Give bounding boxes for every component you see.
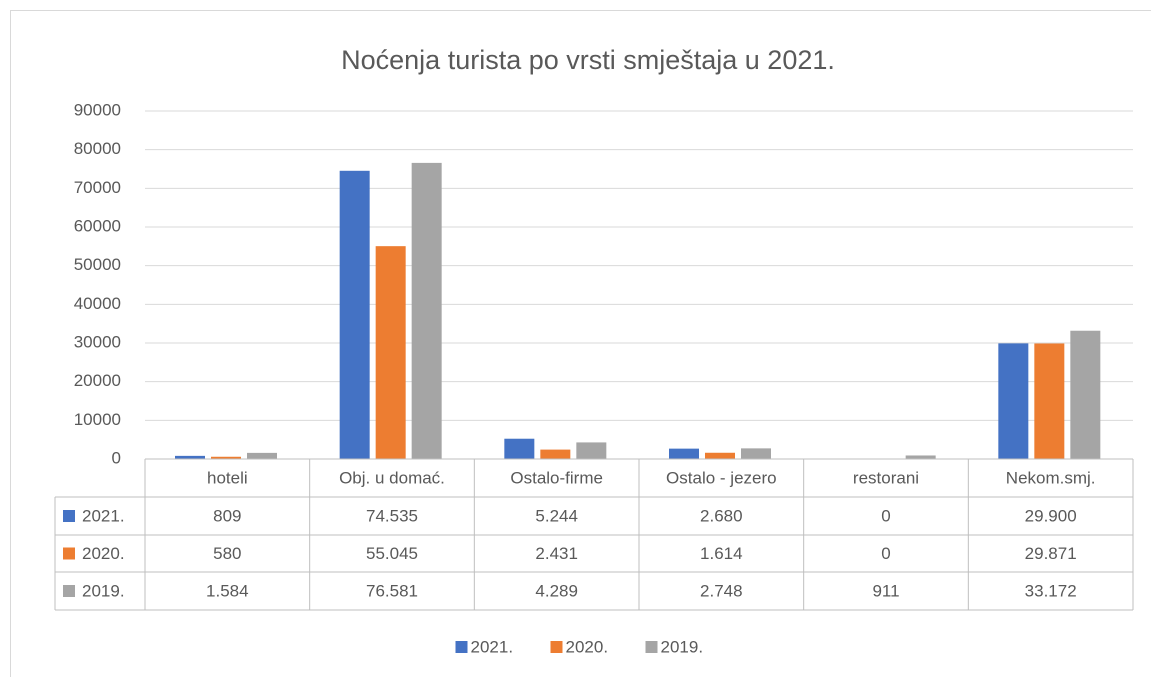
table-value: 29.871 bbox=[1025, 544, 1077, 563]
table-value: 809 bbox=[213, 506, 241, 525]
table-value: 2.748 bbox=[700, 581, 743, 600]
bar bbox=[1034, 343, 1065, 459]
y-tick-label: 0 bbox=[112, 448, 121, 467]
table-value: 0 bbox=[881, 506, 890, 525]
chart-title: Noćenja turista po vrsti smještaja u 202… bbox=[341, 45, 835, 75]
y-tick-label: 60000 bbox=[74, 216, 121, 235]
x-tick-label: hoteli bbox=[207, 468, 248, 487]
x-tick-label: Ostalo-firme bbox=[510, 468, 603, 487]
table-series-label: 2021. bbox=[82, 506, 125, 525]
bar bbox=[174, 455, 205, 459]
y-tick-label: 30000 bbox=[74, 332, 121, 351]
legend-swatch bbox=[645, 641, 658, 653]
table-series-label: 2020. bbox=[82, 544, 125, 563]
y-tick-label: 80000 bbox=[74, 139, 121, 158]
y-tick-label: 70000 bbox=[74, 178, 121, 197]
legend-swatch bbox=[455, 641, 468, 653]
y-tick-label: 90000 bbox=[74, 100, 121, 119]
bar bbox=[704, 452, 735, 459]
y-tick-label: 10000 bbox=[74, 410, 121, 429]
table-value: 74.535 bbox=[366, 506, 418, 525]
table-swatch bbox=[63, 547, 75, 560]
x-tick-label: Ostalo - jezero bbox=[666, 468, 777, 487]
table-value: 1.614 bbox=[700, 544, 743, 563]
bar bbox=[504, 438, 535, 459]
table-value: 4.289 bbox=[535, 581, 578, 600]
chart-border bbox=[10, 10, 1151, 677]
table-value: 29.900 bbox=[1025, 506, 1077, 525]
table-value: 33.172 bbox=[1025, 581, 1077, 600]
legend-label: 2020. bbox=[566, 637, 609, 656]
table-value: 0 bbox=[881, 544, 890, 563]
table-value: 5.244 bbox=[535, 506, 578, 525]
table-value: 76.581 bbox=[366, 581, 418, 600]
table-value: 911 bbox=[872, 581, 899, 600]
x-tick-label: Nekom.smj. bbox=[1006, 468, 1096, 487]
table-swatch bbox=[63, 510, 75, 522]
bar bbox=[905, 455, 936, 459]
table-value: 2.431 bbox=[535, 544, 578, 563]
legend-label: 2019. bbox=[661, 637, 704, 656]
bar bbox=[668, 448, 699, 459]
x-tick-label: restorani bbox=[853, 468, 919, 487]
y-tick-label: 20000 bbox=[74, 371, 121, 390]
table-value: 2.680 bbox=[700, 506, 743, 525]
bar bbox=[375, 246, 406, 459]
bar bbox=[411, 162, 442, 460]
x-tick-label: Obj. u domać. bbox=[339, 468, 445, 487]
bar bbox=[576, 442, 607, 459]
bar bbox=[210, 456, 241, 459]
y-tick-label: 50000 bbox=[74, 255, 121, 274]
bar bbox=[740, 448, 771, 459]
legend-swatch bbox=[550, 641, 563, 653]
bar bbox=[246, 452, 277, 459]
bar bbox=[540, 449, 571, 459]
table-value: 55.045 bbox=[366, 544, 418, 563]
table-value: 580 bbox=[213, 544, 241, 563]
bar bbox=[998, 343, 1029, 459]
bar bbox=[339, 170, 370, 459]
bar bbox=[1070, 330, 1101, 459]
table-series-label: 2019. bbox=[82, 581, 125, 600]
y-tick-label: 40000 bbox=[74, 294, 121, 313]
legend-label: 2021. bbox=[471, 637, 514, 656]
table-value: 1.584 bbox=[206, 581, 249, 600]
table-swatch bbox=[63, 585, 75, 597]
